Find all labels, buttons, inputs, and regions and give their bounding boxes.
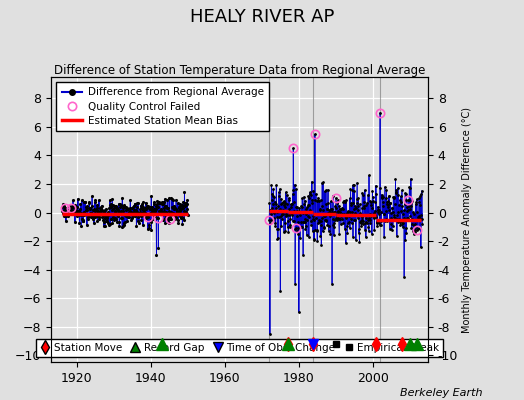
- Y-axis label: Monthly Temperature Anomaly Difference (°C): Monthly Temperature Anomaly Difference (…: [462, 107, 472, 333]
- Legend: Station Move, Record Gap, Time of Obs. Change, Empirical Break: Station Move, Record Gap, Time of Obs. C…: [36, 339, 443, 357]
- Text: HEALY RIVER AP: HEALY RIVER AP: [190, 8, 334, 26]
- Title: Difference of Station Temperature Data from Regional Average: Difference of Station Temperature Data f…: [54, 64, 425, 77]
- Text: Berkeley Earth: Berkeley Earth: [400, 388, 482, 398]
